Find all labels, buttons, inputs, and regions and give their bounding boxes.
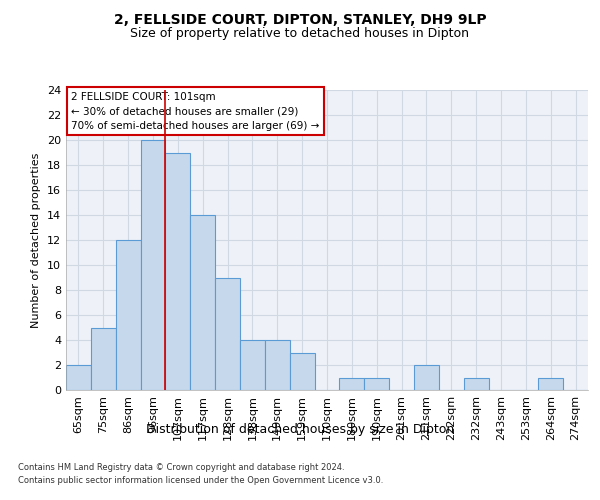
Bar [166, 152, 190, 390]
Text: Contains public sector information licensed under the Open Government Licence v3: Contains public sector information licen… [18, 476, 383, 485]
Bar [91, 328, 116, 390]
Text: 2, FELLSIDE COURT, DIPTON, STANLEY, DH9 9LP: 2, FELLSIDE COURT, DIPTON, STANLEY, DH9 … [113, 12, 487, 26]
Bar [364, 378, 389, 390]
Bar [240, 340, 265, 390]
Bar [116, 240, 140, 390]
Text: Distribution of detached houses by size in Dipton: Distribution of detached houses by size … [146, 422, 454, 436]
Text: 2 FELLSIDE COURT: 101sqm
← 30% of detached houses are smaller (29)
70% of semi-d: 2 FELLSIDE COURT: 101sqm ← 30% of detach… [71, 92, 320, 131]
Bar [190, 215, 215, 390]
Bar [464, 378, 488, 390]
Bar [414, 365, 439, 390]
Bar [290, 352, 314, 390]
Bar [215, 278, 240, 390]
Bar [340, 378, 364, 390]
Bar [66, 365, 91, 390]
Bar [265, 340, 290, 390]
Bar [140, 140, 166, 390]
Bar [538, 378, 563, 390]
Text: Size of property relative to detached houses in Dipton: Size of property relative to detached ho… [131, 28, 470, 40]
Y-axis label: Number of detached properties: Number of detached properties [31, 152, 41, 328]
Text: Contains HM Land Registry data © Crown copyright and database right 2024.: Contains HM Land Registry data © Crown c… [18, 462, 344, 471]
